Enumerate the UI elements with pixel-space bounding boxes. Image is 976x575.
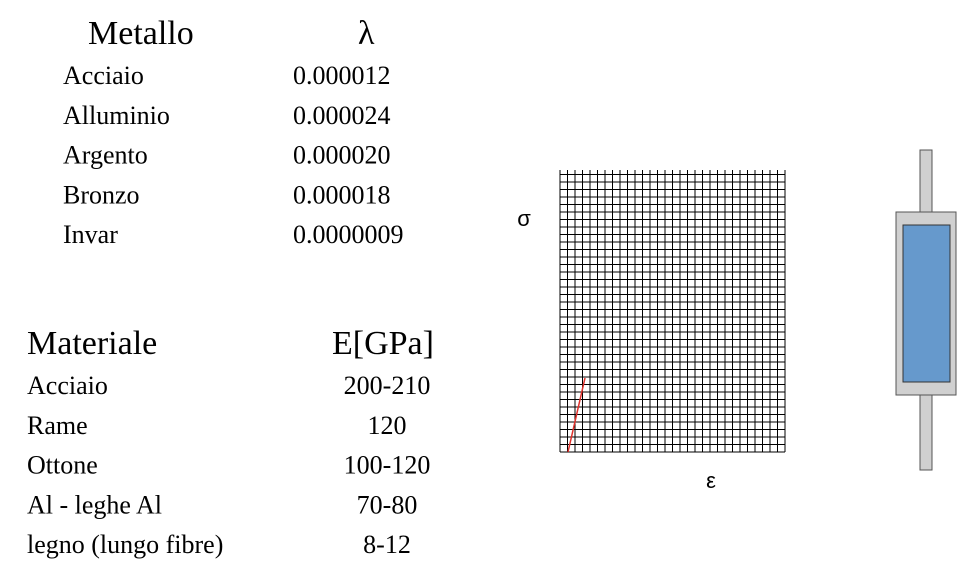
specimen-body [902, 224, 951, 383]
table1-cell: Acciaio [63, 61, 144, 90]
table1-cell: 0.0000009 [293, 220, 404, 249]
table2-cell: 120 [368, 411, 407, 440]
table1-cell: Bronzo [63, 180, 140, 209]
x-axis-label: ε [706, 468, 716, 493]
specimen [895, 149, 957, 471]
table2-cell: Rame [27, 411, 88, 440]
table2-cell: 8-12 [363, 530, 411, 559]
stress-strain-grid [559, 170, 786, 453]
table2-header: E[GPa] [332, 325, 434, 362]
table2-cell: 70-80 [357, 490, 418, 519]
table1-header: λ [358, 15, 375, 52]
table1-cell: 0.000018 [293, 180, 391, 209]
table1-cell: 0.000012 [293, 61, 391, 90]
table2-cell: legno (lungo fibre) [27, 530, 223, 559]
table1-cell: Invar [63, 220, 118, 249]
table1-cell: 0.000024 [293, 101, 391, 130]
table1-cell: 0.000020 [293, 141, 391, 170]
table2-cell: 200-210 [344, 371, 431, 400]
y-axis-label: σ [517, 206, 531, 231]
table1-cell: Alluminio [63, 101, 170, 130]
table2-cell: Acciaio [27, 371, 108, 400]
table1-header: Metallo [88, 15, 194, 52]
table1-cell: Argento [63, 141, 148, 170]
table2-cell: Al - leghe Al [27, 490, 162, 519]
table2-cell: 100-120 [344, 451, 431, 480]
curve [567, 377, 586, 453]
table2-header: Materiale [27, 325, 157, 362]
table2-cell: Ottone [27, 451, 98, 480]
